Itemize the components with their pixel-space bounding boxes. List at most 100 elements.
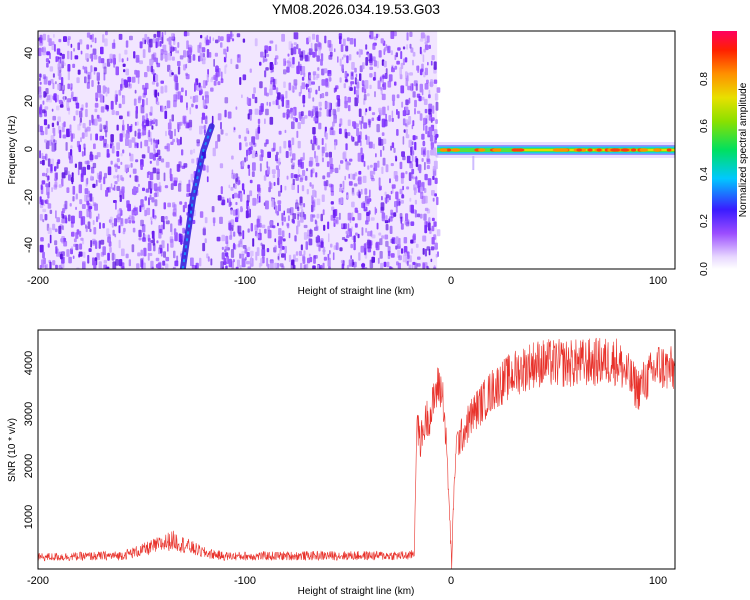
noise-blob: [206, 176, 209, 183]
snr-y-axis-label: SNR (10 * v/v): [7, 418, 18, 482]
noise-blob: [56, 161, 59, 169]
noise-blob: [380, 202, 385, 211]
noise-blob: [422, 248, 425, 255]
colorbar-label: Normalized spectral amplitude: [738, 82, 749, 217]
noise-blob: [368, 120, 371, 128]
noise-blob: [352, 261, 355, 266]
noise-blob: [100, 58, 105, 64]
noise-blob: [385, 194, 390, 199]
spectrogram-y-tick-label: -40: [23, 237, 35, 253]
noise-blob: [43, 91, 46, 98]
noise-blob: [263, 58, 268, 62]
noise-blob: [173, 180, 178, 187]
noise-blob: [409, 31, 413, 37]
noise-blob: [209, 36, 211, 44]
noise-blob: [76, 267, 80, 269]
noise-blob: [177, 122, 181, 130]
noise-blob: [285, 151, 289, 158]
noise-blob: [116, 158, 120, 163]
noise-blob: [405, 134, 410, 139]
noise-blob: [345, 230, 350, 235]
noise-blob: [242, 74, 247, 81]
noise-blob: [149, 188, 153, 194]
noise-blob: [317, 264, 320, 269]
noise-blob: [129, 153, 134, 162]
noise-blob: [424, 195, 428, 204]
noise-blob: [266, 257, 269, 267]
noise-blob: [168, 130, 172, 135]
noise-blob: [118, 259, 123, 267]
noise-blob: [52, 82, 55, 90]
noise-blob: [85, 102, 88, 108]
noise-blob: [43, 119, 48, 126]
noise-blob: [412, 51, 416, 57]
noise-blob: [351, 226, 353, 232]
noise-blob: [410, 83, 414, 92]
noise-blob: [315, 111, 319, 118]
noise-blob: [151, 81, 156, 85]
noise-blob: [279, 263, 284, 267]
noise-blob: [164, 185, 169, 189]
noise-blob: [131, 220, 136, 224]
noise-blob: [165, 130, 167, 137]
noise-blob: [406, 155, 411, 164]
noise-blob: [52, 115, 56, 121]
noise-blob: [134, 121, 137, 126]
noise-blob: [403, 129, 406, 133]
noise-blob: [378, 232, 382, 236]
noise-blob: [70, 145, 73, 149]
noise-blob: [38, 91, 42, 100]
noise-blob: [371, 112, 376, 116]
snr-x-axis-label: Height of straight line (km): [298, 586, 415, 597]
noise-blob: [113, 175, 117, 179]
noise-blob: [140, 199, 144, 208]
noise-blob: [216, 70, 220, 78]
spectrogram-y-tick-label: 20: [23, 95, 35, 107]
noise-blob: [414, 108, 416, 115]
noise-blob: [161, 240, 165, 249]
noise-blob: [113, 184, 116, 191]
noise-blob: [304, 115, 308, 119]
noise-blob: [278, 236, 283, 244]
noise-blob: [93, 54, 98, 60]
noise-blob: [431, 225, 435, 232]
noise-blob: [428, 127, 433, 136]
noise-blob: [170, 46, 175, 52]
noise-blob: [235, 201, 238, 206]
noise-blob: [99, 222, 101, 229]
noise-blob: [72, 96, 77, 102]
noise-blob: [124, 49, 128, 55]
noise-blob: [277, 200, 282, 205]
noise-blob: [200, 34, 203, 39]
noise-blob: [148, 43, 151, 53]
noise-blob: [205, 115, 208, 120]
noise-blob: [254, 153, 258, 157]
noise-blob: [70, 94, 73, 100]
noise-blob: [281, 215, 284, 224]
noise-blob: [100, 239, 105, 245]
noise-blob: [61, 126, 65, 133]
noise-blob: [125, 68, 129, 76]
noise-blob: [54, 44, 56, 52]
noise-blob: [399, 188, 403, 195]
noise-blob: [41, 180, 46, 185]
spectrogram-y-tick-label: -20: [23, 189, 35, 205]
noise-blob: [131, 244, 135, 253]
noise-blob: [91, 269, 94, 273]
noise-blob: [142, 262, 146, 269]
noise-blob: [171, 56, 175, 61]
noise-blob: [49, 139, 53, 146]
noise-blob: [75, 110, 79, 116]
noise-blob: [86, 82, 90, 89]
noise-blob: [260, 51, 264, 58]
noise-blob: [148, 197, 150, 206]
noise-blob: [283, 69, 287, 75]
noise-blob: [47, 175, 50, 181]
noise-blob: [394, 201, 398, 208]
noise-blob: [328, 266, 331, 269]
noise-blob: [433, 265, 436, 269]
noise-blob: [373, 143, 375, 150]
noise-blob: [226, 46, 229, 52]
noise-blob: [332, 252, 335, 261]
